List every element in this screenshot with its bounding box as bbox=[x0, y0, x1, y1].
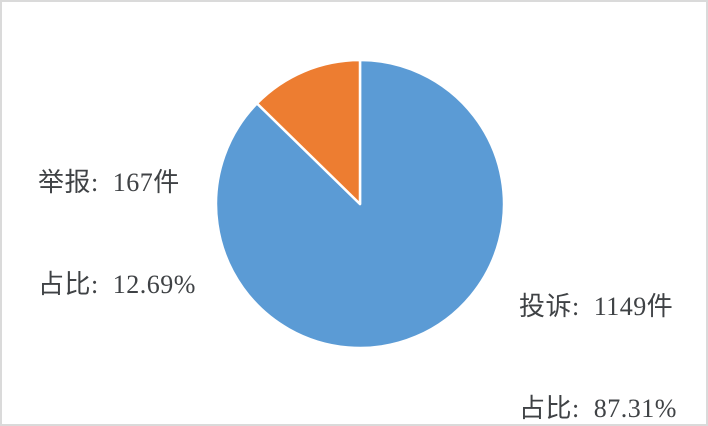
callout-reports-count: 举报: 167件 bbox=[38, 168, 180, 197]
pie-slice-reports bbox=[255, 58, 362, 206]
callout-complaints: 投诉: 1149件 占比: 87.31% bbox=[519, 222, 677, 424]
callout-reports: 举报: 167件 占比: 12.69% bbox=[38, 98, 196, 370]
callout-complaints-count: 投诉: 1149件 bbox=[519, 292, 674, 321]
callout-complaints-percent: 占比: 87.31% bbox=[519, 394, 677, 423]
callout-reports-percent: 占比: 12.69% bbox=[38, 270, 196, 299]
